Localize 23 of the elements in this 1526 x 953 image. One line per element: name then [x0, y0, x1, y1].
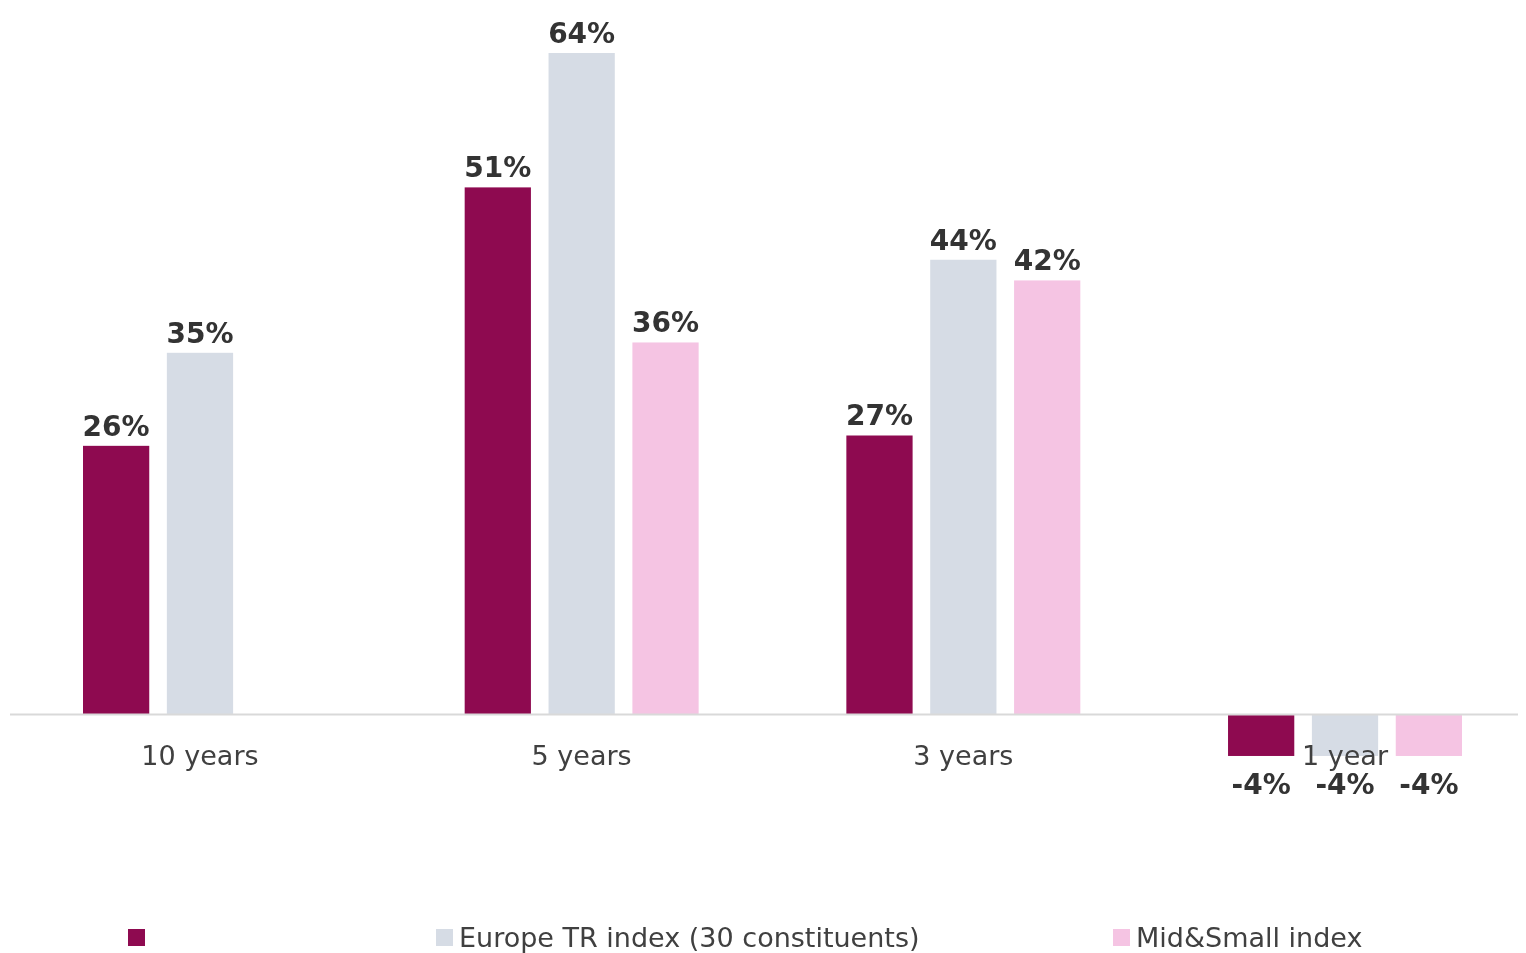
data-label: -4% [1399, 767, 1459, 801]
bar [846, 435, 913, 715]
x-tick-label: 3 years [913, 739, 1014, 771]
x-tick-label: 5 years [531, 739, 632, 771]
bar [464, 187, 531, 715]
x-tick-label: 1 year [1302, 739, 1389, 771]
data-label: -4% [1231, 767, 1291, 801]
bar [1228, 714, 1295, 756]
bar [1014, 280, 1081, 715]
bar [632, 342, 699, 715]
x-tick-label: 10 years [141, 739, 259, 771]
data-label: 51% [464, 151, 532, 185]
data-label: 64% [548, 17, 616, 50]
data-label: 36% [632, 306, 700, 340]
data-label: 27% [845, 399, 913, 433]
data-label: 42% [1013, 244, 1081, 278]
data-label: 35% [166, 316, 234, 350]
legend-label: Mid&Small index [1136, 922, 1363, 953]
bar [83, 445, 150, 715]
data-label: 44% [929, 223, 997, 257]
data-label: 26% [82, 409, 150, 443]
bar [1395, 714, 1462, 756]
legend-label: Europe TR index (30 constituents) [459, 922, 920, 953]
